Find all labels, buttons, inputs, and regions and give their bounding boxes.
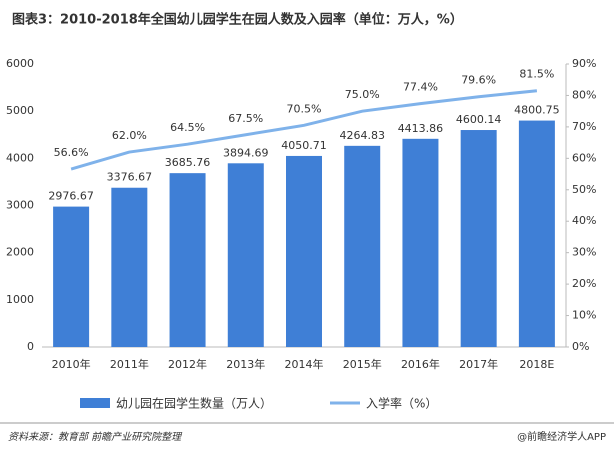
y-tick-label: 4000 xyxy=(6,151,34,164)
y2-tick-label: 30% xyxy=(572,246,596,259)
chart-title: 图表3：2010-2018年全国幼儿园学生在园人数及入园率（单位：万人，%） xyxy=(12,12,463,28)
y-tick-label: 3000 xyxy=(6,199,34,212)
bar xyxy=(169,173,206,347)
source: 资料来源：教育部 前瞻产业研究院整理 xyxy=(8,431,183,443)
bar-value-label: 2976.67 xyxy=(48,190,94,203)
bar xyxy=(460,130,497,347)
y2-tick-label: 60% xyxy=(572,151,596,164)
line-value-label: 56.6% xyxy=(54,146,89,159)
y2-tick-label: 20% xyxy=(572,277,596,290)
bar-value-label: 4413.86 xyxy=(398,122,444,135)
x-tick-label: 2015年 xyxy=(343,357,382,371)
line-value-label: 70.5% xyxy=(287,102,322,115)
line-value-label: 79.6% xyxy=(461,74,496,87)
bar xyxy=(402,138,439,347)
bar-value-label: 4600.14 xyxy=(456,113,502,126)
line-value-label: 77.4% xyxy=(403,81,438,94)
bar-value-label: 4264.83 xyxy=(339,129,385,142)
bar xyxy=(344,145,381,347)
bar xyxy=(227,163,264,347)
y-tick-label: 1000 xyxy=(6,293,34,306)
y-tick-label: 5000 xyxy=(6,104,34,117)
legend-label: 入学率（%） xyxy=(366,396,437,411)
credit: @前瞻经济学人APP xyxy=(517,430,606,443)
bar xyxy=(518,120,555,347)
x-tick-label: 2017年 xyxy=(459,357,498,371)
legend-label: 幼儿园在园学生数量（万人） xyxy=(116,396,272,411)
y2-tick-label: 70% xyxy=(572,120,596,133)
line-value-label: 62.0% xyxy=(112,129,147,142)
line-value-label: 81.5% xyxy=(519,68,554,81)
y2-tick-label: 40% xyxy=(572,214,596,227)
x-tick-label: 2018E xyxy=(519,358,554,371)
bar-value-label: 3894.69 xyxy=(223,146,269,159)
y-tick-label: 2000 xyxy=(6,246,34,259)
bar-value-label: 3376.67 xyxy=(107,171,153,184)
x-tick-label: 2014年 xyxy=(285,357,324,371)
bar xyxy=(53,206,90,347)
y2-tick-label: 10% xyxy=(572,309,596,322)
y2-tick-label: 90% xyxy=(572,57,596,70)
y-tick-label: 6000 xyxy=(6,57,34,70)
bar xyxy=(111,187,148,347)
x-tick-label: 2016年 xyxy=(401,357,440,371)
bar xyxy=(286,155,322,347)
line-value-label: 75.0% xyxy=(345,88,380,101)
x-tick-label: 2012年 xyxy=(168,357,207,371)
line-value-label: 64.5% xyxy=(170,121,205,134)
x-tick-label: 2011年 xyxy=(110,357,149,371)
bar-value-label: 4050.71 xyxy=(281,139,327,152)
y2-tick-label: 50% xyxy=(572,183,596,196)
bar-value-label: 4800.75 xyxy=(514,104,560,117)
y2-tick-label: 0% xyxy=(572,340,589,353)
y-tick-label: 0 xyxy=(27,340,34,353)
bar-value-label: 3685.76 xyxy=(165,156,211,169)
x-tick-label: 2010年 xyxy=(52,357,91,371)
legend-swatch xyxy=(80,398,110,408)
line-value-label: 67.5% xyxy=(228,112,263,125)
y2-tick-label: 80% xyxy=(572,88,596,101)
x-tick-label: 2013年 xyxy=(226,357,265,371)
rate-line xyxy=(70,89,538,171)
